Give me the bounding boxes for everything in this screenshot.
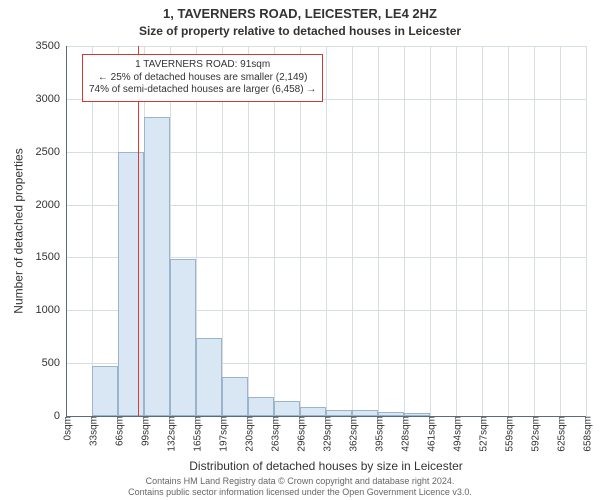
attribution-footer: Contains HM Land Registry data © Crown c… bbox=[0, 476, 600, 500]
gridline-v bbox=[456, 46, 457, 416]
page-subtitle: Size of property relative to detached ho… bbox=[0, 22, 600, 42]
histogram-bar bbox=[92, 366, 118, 416]
y-tick-label: 500 bbox=[42, 357, 66, 369]
x-tick-label: 559sqm bbox=[500, 416, 515, 452]
histogram-plot: 05001000150020002500300035000sqm33sqm66s… bbox=[66, 46, 586, 416]
x-tick-label: 230sqm bbox=[240, 416, 255, 452]
gridline-v bbox=[586, 46, 587, 416]
x-tick-label: 329sqm bbox=[319, 416, 334, 452]
annotation-line-1: 1 TAVERNERS ROAD: 91sqm bbox=[89, 59, 316, 72]
y-axis-label-text: Number of detached properties bbox=[12, 148, 26, 313]
property-marker-line bbox=[138, 46, 139, 416]
gridline-v bbox=[248, 46, 249, 416]
x-tick-label: 494sqm bbox=[449, 416, 464, 452]
histogram-bar bbox=[144, 117, 170, 416]
x-tick-label: 428sqm bbox=[397, 416, 412, 452]
x-tick-label: 362sqm bbox=[345, 416, 360, 452]
gridline-v bbox=[404, 46, 405, 416]
x-tick-label: 461sqm bbox=[423, 416, 438, 452]
y-tick-label: 3000 bbox=[36, 93, 66, 105]
x-tick-label: 296sqm bbox=[292, 416, 307, 452]
x-tick-label: 592sqm bbox=[526, 416, 541, 452]
y-axis-label: Number of detached properties bbox=[12, 46, 26, 416]
x-tick-label: 658sqm bbox=[579, 416, 594, 452]
y-tick-label: 3500 bbox=[36, 40, 66, 52]
x-tick-label: 625sqm bbox=[552, 416, 567, 452]
x-tick-label: 66sqm bbox=[111, 416, 126, 446]
footer-line-2: Contains public sector information licen… bbox=[0, 487, 600, 498]
chart-container: 1, TAVERNERS ROAD, LEICESTER, LE4 2HZ Si… bbox=[0, 0, 600, 500]
x-tick-label: 263sqm bbox=[266, 416, 281, 452]
histogram-bar bbox=[300, 407, 326, 417]
gridline-v bbox=[274, 46, 275, 416]
histogram-bar bbox=[170, 259, 196, 417]
x-tick-label: 33sqm bbox=[85, 416, 100, 446]
histogram-bar bbox=[196, 338, 222, 416]
y-axis-line bbox=[66, 46, 67, 416]
y-tick-label: 1000 bbox=[36, 304, 66, 316]
annotation-line-2: ← 25% of detached houses are smaller (2,… bbox=[89, 72, 316, 85]
x-axis-label: Distribution of detached houses by size … bbox=[66, 459, 586, 473]
gridline-v bbox=[300, 46, 301, 416]
x-tick-label: 132sqm bbox=[163, 416, 178, 452]
gridline-v bbox=[326, 46, 327, 416]
gridline-v bbox=[92, 46, 93, 416]
page-title: 1, TAVERNERS ROAD, LEICESTER, LE4 2HZ bbox=[0, 0, 600, 22]
gridline-v bbox=[352, 46, 353, 416]
histogram-bar bbox=[222, 377, 248, 416]
gridline-v bbox=[534, 46, 535, 416]
x-tick-label: 0sqm bbox=[59, 416, 74, 440]
footer-line-1: Contains HM Land Registry data © Crown c… bbox=[0, 476, 600, 487]
x-tick-label: 197sqm bbox=[214, 416, 229, 452]
gridline-v bbox=[430, 46, 431, 416]
y-tick-label: 2500 bbox=[36, 146, 66, 158]
x-tick-label: 527sqm bbox=[475, 416, 490, 452]
gridline-v bbox=[482, 46, 483, 416]
gridline-v bbox=[508, 46, 509, 416]
x-axis-line bbox=[66, 416, 586, 417]
histogram-bar bbox=[274, 401, 300, 416]
histogram-bar bbox=[248, 397, 274, 416]
annotation-box: 1 TAVERNERS ROAD: 91sqm← 25% of detached… bbox=[82, 54, 323, 102]
x-tick-label: 395sqm bbox=[371, 416, 386, 452]
x-tick-label: 165sqm bbox=[189, 416, 204, 452]
x-tick-label: 99sqm bbox=[137, 416, 152, 446]
y-tick-label: 1500 bbox=[36, 251, 66, 263]
annotation-line-3: 74% of semi-detached houses are larger (… bbox=[89, 84, 316, 97]
y-tick-label: 2000 bbox=[36, 199, 66, 211]
histogram-bar bbox=[118, 152, 144, 416]
gridline-v bbox=[560, 46, 561, 416]
gridline-v bbox=[378, 46, 379, 416]
